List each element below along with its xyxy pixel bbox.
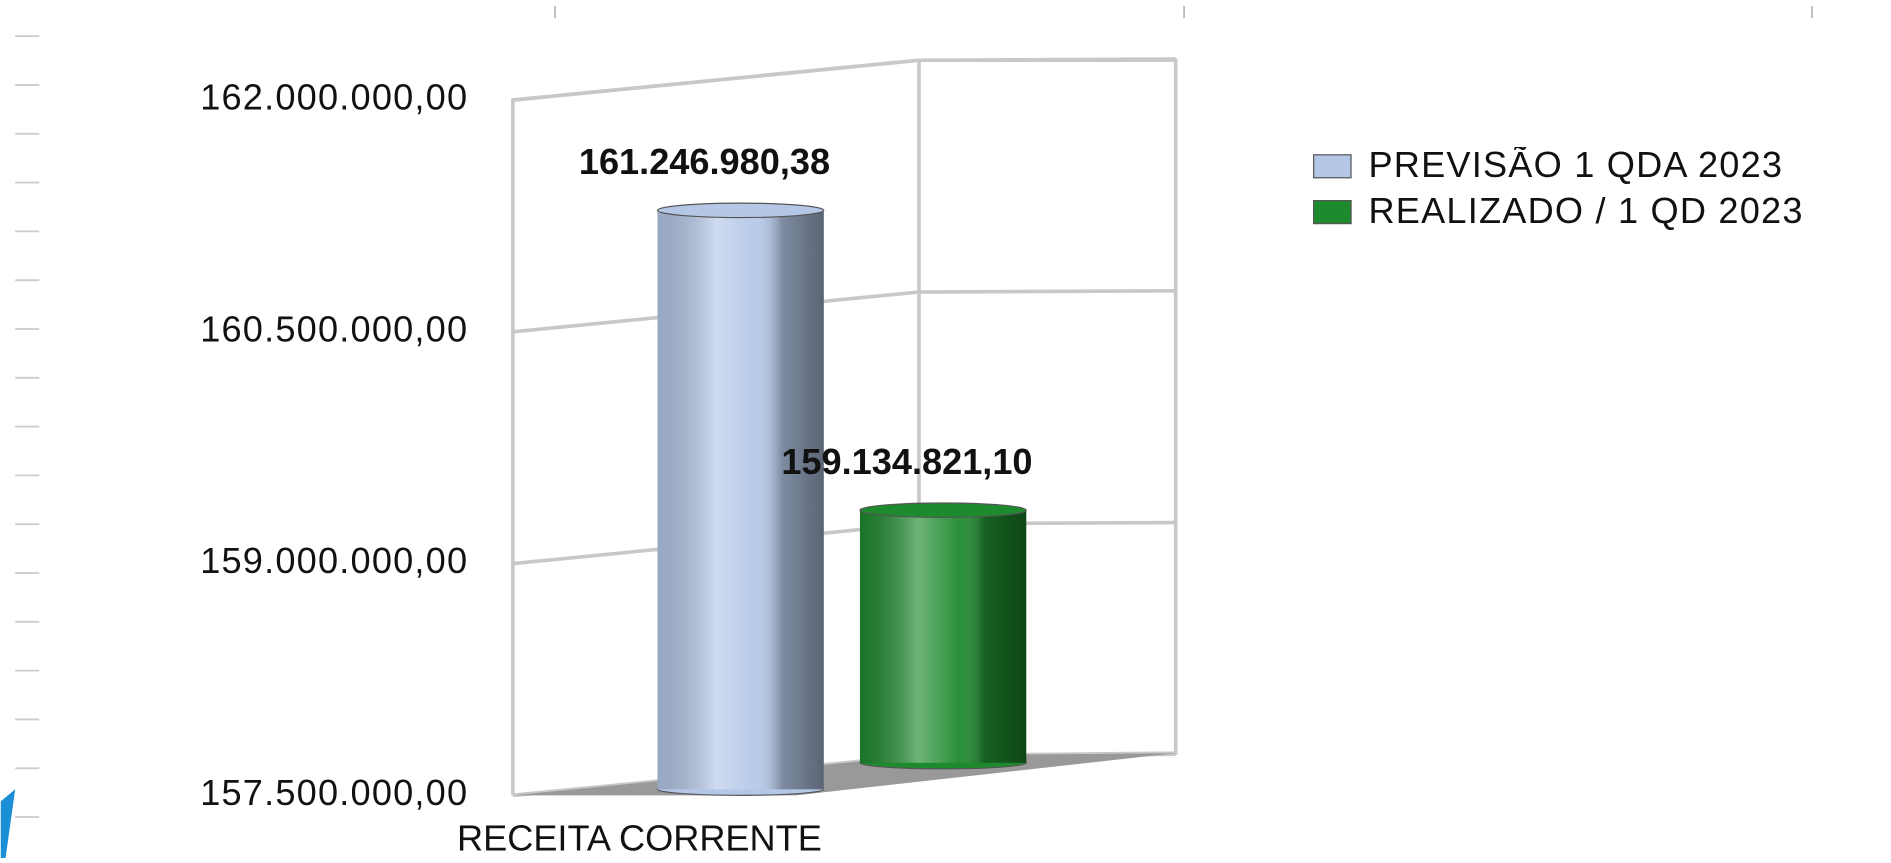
legend: PREVISÃO 1 QDA 2023 REALIZADO / 1 QD 2023	[1308, 147, 1886, 231]
value-label: 161.246.980,38	[579, 141, 830, 182]
floor-shadow	[512, 753, 1176, 796]
bar-shade	[859, 510, 1027, 763]
grid-line	[512, 520, 1176, 566]
legend-item: REALIZADO / 1 QD 2023	[1308, 191, 1886, 232]
y-tick-label: 157.500.000,00	[200, 772, 468, 813]
decor-ticks	[554, 6, 1813, 19]
bar-top	[656, 202, 825, 219]
legend-swatch	[1313, 200, 1352, 225]
y-tick-label: 160.500.000,00	[200, 308, 468, 349]
y-tick-label: 159.000.000,00	[200, 540, 468, 581]
legend-swatch	[1313, 154, 1352, 179]
legend-label: PREVISÃO 1 QDA 2023	[1368, 147, 1784, 186]
x-tick-label: RECEITA CORRENTE	[457, 818, 822, 858]
legend-box: PREVISÃO 1 QDA 2023 REALIZADO / 1 QD 2023	[1308, 147, 1886, 231]
value-label: 159.134.821,10	[781, 441, 1032, 482]
grid-line	[512, 289, 1176, 334]
legend-label: REALIZADO / 1 QD 2023	[1368, 191, 1804, 232]
y-tick-label: 162.000.000,00	[200, 77, 468, 118]
legend-item: PREVISÃO 1 QDA 2023	[1308, 147, 1886, 186]
bar-top	[859, 502, 1027, 519]
grid-line	[512, 57, 1176, 102]
bar-shade	[657, 210, 824, 790]
decor-shape	[0, 789, 16, 858]
